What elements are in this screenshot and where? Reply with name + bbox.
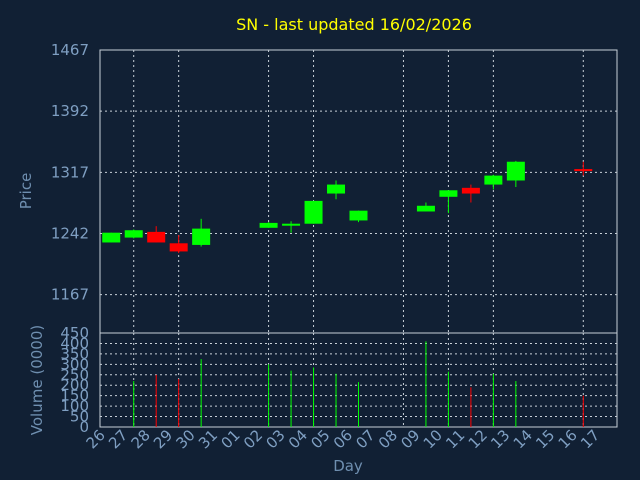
day-x-tick-labels: 2627282930310102030405060708091011121314… xyxy=(83,426,604,452)
candle-body xyxy=(484,175,503,185)
chart-title: SN - last updated 16/02/2026 xyxy=(236,15,472,34)
candle-body xyxy=(506,161,525,181)
day-axis-label: Day xyxy=(333,457,363,475)
candle-body xyxy=(282,223,301,226)
price-plot-area xyxy=(99,49,618,334)
price-y-tick: 1467 xyxy=(51,41,89,59)
candle-body xyxy=(124,230,143,238)
price-y-tick: 1167 xyxy=(51,286,89,304)
volume-y-tick: 0 xyxy=(79,418,89,436)
price-y-tick: 1392 xyxy=(51,102,89,120)
volume-y-tick: 400 xyxy=(60,334,89,352)
volume-y-tick: 250 xyxy=(60,366,89,384)
price-gridlines xyxy=(100,50,617,333)
volume-y-tick: 450 xyxy=(60,324,89,342)
volume-y-tick: 100 xyxy=(60,397,89,415)
volume-y-tick: 350 xyxy=(60,345,89,363)
candle-body xyxy=(574,169,593,172)
volume-y-tick: 150 xyxy=(60,387,89,405)
price-y-tick-labels: 1167 1242 1317 1392 1467 xyxy=(51,41,89,304)
volume-bars xyxy=(133,341,584,427)
price-candles xyxy=(102,160,593,254)
price-y-tick: 1242 xyxy=(51,225,89,243)
candle-body xyxy=(349,210,368,221)
volume-axis-label: Volume (0000) xyxy=(28,325,46,435)
candle-body xyxy=(169,243,188,252)
price-axis-label: Price xyxy=(17,173,35,210)
candle-body xyxy=(327,184,346,194)
volume-y-tick: 50 xyxy=(70,408,89,426)
candle-body xyxy=(192,228,211,245)
candle-body xyxy=(147,231,166,243)
day-x-tick: 17 xyxy=(577,426,603,452)
candle-body xyxy=(102,232,121,243)
candle-body xyxy=(439,190,458,197)
volume-y-tick: 300 xyxy=(60,355,89,373)
price-y-tick: 1317 xyxy=(51,163,89,181)
candle-body xyxy=(304,200,323,224)
candle-body xyxy=(416,205,435,212)
candle-body xyxy=(461,187,480,194)
candle-body xyxy=(259,222,278,228)
volume-y-tick: 200 xyxy=(60,376,89,394)
